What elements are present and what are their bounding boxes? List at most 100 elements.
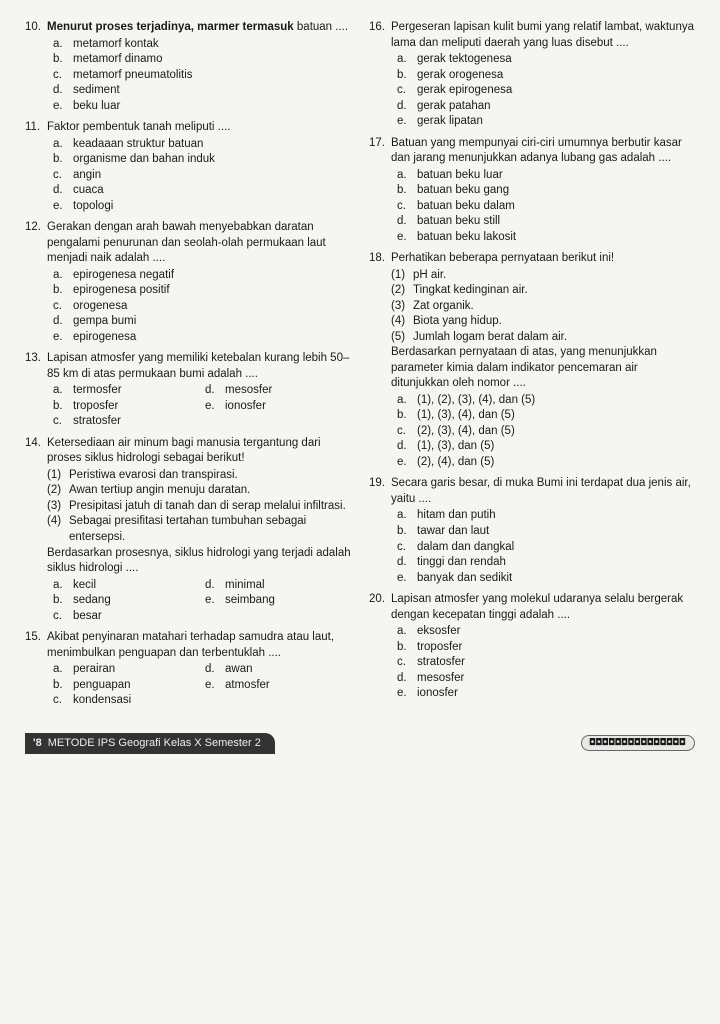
option-letter: c. [391, 424, 417, 440]
option-text: besar [73, 609, 199, 625]
sub-number: (4) [391, 314, 413, 330]
option-letter: e. [47, 199, 73, 215]
sub-text: Presipitasi jatuh di tanah dan di serap … [69, 499, 346, 515]
right-column: 16.Pergeseran lapisan kulit bumi yang re… [369, 20, 695, 715]
question: 19.Secara garis besar, di muka Bumi ini … [369, 476, 695, 586]
sub-number: (2) [391, 283, 413, 299]
option-text: (2), (4), dan (5) [417, 455, 695, 471]
option-text: awan [225, 662, 351, 678]
sub-item: (5)Jumlah logam berat dalam air. [391, 330, 695, 346]
question-body: Ketersediaan air minum bagi manusia terg… [47, 436, 351, 624]
page-footer: '8 METODE IPS Geografi Kelas X Semester … [25, 733, 695, 754]
question-number: 15. [25, 630, 47, 709]
option: e.topologi [47, 199, 351, 215]
question-number: 11. [25, 120, 47, 214]
option-text: epirogenesa positif [73, 283, 351, 299]
footer-decoration: ◘◘◘◘◘◘◘◘◘◘◘◘◘◘◘ [581, 735, 695, 751]
sub-item: (3)Zat organik. [391, 299, 695, 315]
sub-item: (1)pH air. [391, 268, 695, 284]
question-stem: Pergeseran lapisan kulit bumi yang relat… [391, 20, 695, 51]
option-text: (2), (3), (4), dan (5) [417, 424, 695, 440]
question: 18.Perhatikan beberapa pernyataan beriku… [369, 251, 695, 470]
option-letter: b. [391, 408, 417, 424]
option-text: ionosfer [225, 399, 351, 415]
option-text: tinggi dan rendah [417, 555, 695, 571]
option: d.cuaca [47, 183, 351, 199]
option-letter: a. [47, 662, 73, 678]
option-letter: b. [47, 52, 73, 68]
question: 13.Lapisan atmosfer yang memiliki keteba… [25, 351, 351, 430]
question-body: Gerakan dengan arah bawah menyebabkan da… [47, 220, 351, 345]
option-text: eksosfer [417, 624, 695, 640]
option-letter: c. [47, 693, 73, 709]
option: d.minimal [199, 578, 351, 594]
option-text: gerak orogenesa [417, 68, 695, 84]
sub-text: Jumlah logam berat dalam air. [413, 330, 567, 346]
question-number: 19. [369, 476, 391, 586]
option: d.gempa bumi [47, 314, 351, 330]
option-letter: d. [199, 578, 225, 594]
question: 17.Batuan yang mempunyai ciri-ciri umumn… [369, 136, 695, 246]
option: a.epirogenesa negatif [47, 268, 351, 284]
question-stem-2: Berdasarkan prosesnya, siklus hidrologi … [47, 546, 351, 577]
question-body: Menurut proses terjadinya, marmer termas… [47, 20, 351, 114]
option-text: gerak lipatan [417, 114, 695, 130]
option-text: batuan beku lakosit [417, 230, 695, 246]
option-letter: e. [199, 678, 225, 694]
option: e.gerak lipatan [391, 114, 695, 130]
option: a.batuan beku luar [391, 168, 695, 184]
option-letter: e. [391, 230, 417, 246]
option-text: batuan beku gang [417, 183, 695, 199]
question-number: 10. [25, 20, 47, 114]
option: c.besar [47, 609, 199, 625]
question-body: Batuan yang mempunyai ciri-ciri umumnya … [391, 136, 695, 246]
option-letter: e. [47, 99, 73, 115]
option: a.eksosfer [391, 624, 695, 640]
option-letter: e. [391, 455, 417, 471]
question-stem: Secara garis besar, di muka Bumi ini ter… [391, 476, 695, 507]
option-text: minimal [225, 578, 351, 594]
option: e.banyak dan sedikit [391, 571, 695, 587]
option-letter: d. [47, 183, 73, 199]
option-letter: d. [391, 671, 417, 687]
option-letter: e. [391, 114, 417, 130]
option: e.ionosfer [199, 399, 351, 415]
option-letter: c. [47, 609, 73, 625]
sub-text: Tingkat kedinginan air. [413, 283, 528, 299]
option: b.troposfer [391, 640, 695, 656]
option-text: kecil [73, 578, 199, 594]
option-text: gerak patahan [417, 99, 695, 115]
option: c.orogenesa [47, 299, 351, 315]
option-letter: b. [391, 68, 417, 84]
question-number: 13. [25, 351, 47, 430]
sub-item: (1)Peristiwa evarosi dan transpirasi. [47, 468, 351, 484]
sub-text: Peristiwa evarosi dan transpirasi. [69, 468, 238, 484]
option: b.epirogenesa positif [47, 283, 351, 299]
option: b.batuan beku gang [391, 183, 695, 199]
option: b.organisme dan bahan induk [47, 152, 351, 168]
sub-number: (1) [47, 468, 69, 484]
option-letter: b. [391, 183, 417, 199]
option-text: angin [73, 168, 351, 184]
option-letter: c. [47, 68, 73, 84]
option: e.seimbang [199, 593, 351, 609]
option-text: troposfer [73, 399, 199, 415]
option: a.(1), (2), (3), (4), dan (5) [391, 393, 695, 409]
question-stem: Lapisan atmosfer yang memiliki ketebalan… [47, 351, 351, 382]
sub-number: (4) [47, 514, 69, 545]
option: a.gerak tektogenesa [391, 52, 695, 68]
sub-number: (2) [47, 483, 69, 499]
question-number: 20. [369, 592, 391, 702]
option-text: banyak dan sedikit [417, 571, 695, 587]
option-text: organisme dan bahan induk [73, 152, 351, 168]
option-text: gempa bumi [73, 314, 351, 330]
option-letter: b. [47, 283, 73, 299]
option-text: (1), (3), (4), dan (5) [417, 408, 695, 424]
option-text: topologi [73, 199, 351, 215]
option: a.metamorf kontak [47, 37, 351, 53]
question-number: 16. [369, 20, 391, 130]
option-letter: b. [47, 152, 73, 168]
option-text: seimbang [225, 593, 351, 609]
option-text: kondensasi [73, 693, 199, 709]
option: e.atmosfer [199, 678, 351, 694]
